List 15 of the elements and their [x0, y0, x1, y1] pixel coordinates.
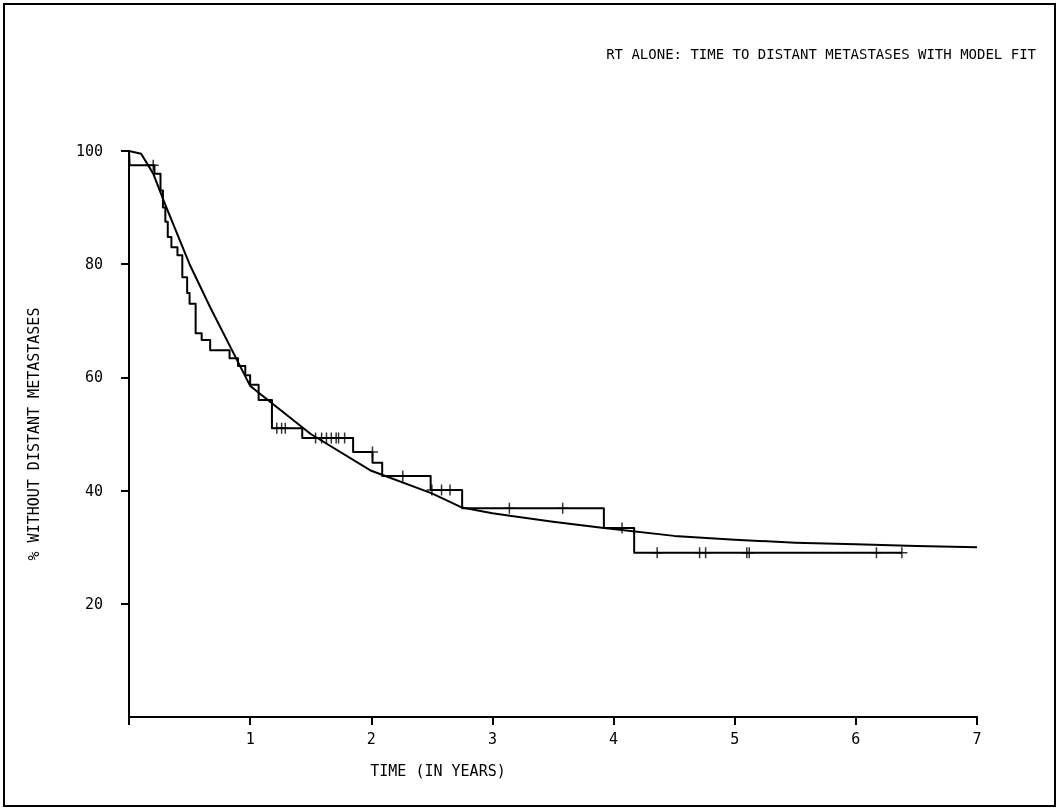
y-tick-label: 60 — [84, 368, 103, 387]
x-tick-label: 7 — [972, 729, 982, 748]
y-tick-label: 20 — [84, 594, 103, 613]
y-tick-label: 40 — [84, 481, 103, 500]
x-tick-label: 5 — [730, 729, 740, 748]
x-tick-label: 3 — [487, 729, 497, 748]
y-tick-label: 100 — [75, 142, 103, 160]
chart-title: RT ALONE: TIME TO DISTANT METASTASES WITH MODEL FIT — [606, 46, 1037, 62]
y-tick-label: 80 — [84, 255, 103, 274]
y-axis-title: % WITHOUT DISTANT METASTASES — [24, 307, 43, 561]
x-axis-title: TIME (IN YEARS) — [370, 761, 506, 780]
x-tick-label: 2 — [366, 729, 376, 748]
x-tick-label: 6 — [851, 729, 861, 748]
x-tick-label: 1 — [245, 729, 255, 748]
x-tick-label: 4 — [609, 729, 619, 748]
